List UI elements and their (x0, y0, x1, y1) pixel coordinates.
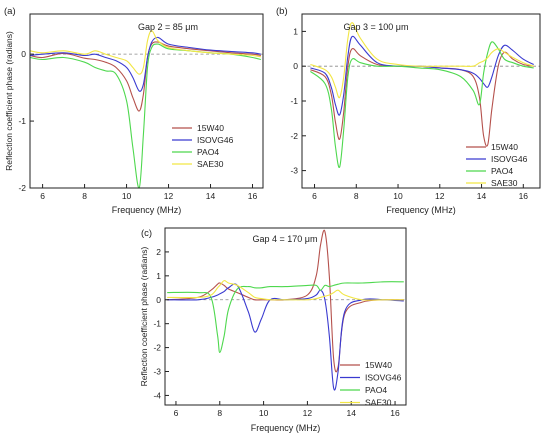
x-tick-label: 6 (40, 191, 45, 201)
series-line-pao4 (310, 41, 534, 168)
y-tick-label: 1 (156, 271, 161, 281)
series-line-isovg46 (167, 283, 404, 391)
y-tick-label: -1 (153, 319, 161, 329)
x-tick-label: 14 (206, 191, 216, 201)
legend-label: PAO4 (491, 166, 513, 176)
legend: 15W40 ISOVG46 PAO4 SAE30 (340, 360, 402, 408)
y-tick-label: -1 (18, 116, 26, 126)
legend-label: SAE30 (197, 159, 224, 169)
chart-panel-1: 6 8 10 12 14 16 -2 -1 0 (a) Gap 2 = 85 μm Frequency… (4, 6, 264, 215)
legend-label: SAE30 (365, 398, 392, 408)
panel-label: (b) (276, 6, 288, 17)
x-tick-label: 16 (248, 191, 258, 201)
plot-frame (29, 13, 264, 189)
x-tick-label: 10 (393, 191, 403, 201)
series-line-sae30 (29, 30, 261, 75)
legend-label: PAO4 (365, 385, 387, 395)
x-tick-label: 8 (354, 191, 359, 201)
legend-label: 15W40 (491, 142, 518, 152)
x-axis-label: Frequency (MHz) (386, 205, 456, 215)
x-tick-label: 12 (164, 191, 174, 201)
y-axis-label: Reflection coefficient phase (radians) (139, 246, 149, 386)
chart-title: Gap 4 = 170 μm (253, 234, 318, 244)
legend-label: ISOVG46 (365, 373, 402, 383)
x-tick-label: 12 (303, 408, 313, 418)
y-tick-label: -1 (290, 96, 298, 106)
chart-title: Gap 3 = 100 μm (344, 22, 409, 32)
series-line-pao4 (29, 43, 262, 189)
legend-label: PAO4 (197, 147, 219, 157)
x-axis-label: Frequency (MHz) (112, 205, 182, 215)
plot-frame (164, 227, 407, 406)
chart-panel-2: 6 8 10 12 14 16 -3 -2 -1 0 1 (b) Gap 3 = 100 μm Frequ… (276, 6, 541, 215)
legend-label: 15W40 (197, 123, 224, 133)
series-line-15w40 (29, 41, 261, 112)
legend-label: ISOVG46 (197, 135, 234, 145)
y-tick-label: -2 (290, 131, 298, 141)
y-tick-label: -4 (153, 390, 161, 400)
x-tick-label: 12 (435, 191, 445, 201)
x-tick-label: 8 (82, 191, 87, 201)
x-tick-label: 10 (122, 191, 132, 201)
panel-label: (a) (4, 6, 16, 17)
chart-title: Gap 2 = 85 μm (138, 22, 198, 32)
x-tick-label: 16 (519, 191, 529, 201)
y-tick-label: 1 (293, 26, 298, 36)
panel-label: (c) (141, 228, 152, 239)
y-tick-label: -2 (153, 343, 161, 353)
y-tick-label: -2 (18, 183, 26, 193)
legend: 15W40 ISOVG46 PAO4 SAE30 (466, 142, 528, 188)
x-tick-label: 16 (390, 408, 400, 418)
y-tick-label: 0 (156, 295, 161, 305)
y-tick-label: -3 (290, 166, 298, 176)
x-axis-label: Frequency (MHz) (251, 423, 321, 433)
series-line-pao4 (167, 281, 404, 353)
legend-label: SAE30 (491, 178, 518, 188)
y-tick-label: 0 (293, 61, 298, 71)
series-line-sae30 (167, 280, 404, 301)
series-line-isovg46 (29, 36, 262, 92)
y-tick-label: -3 (153, 367, 161, 377)
x-tick-label: 14 (346, 408, 356, 418)
x-tick-label: 6 (174, 408, 179, 418)
y-tick-label: 2 (156, 247, 161, 257)
legend-label: 15W40 (365, 360, 392, 370)
legend: 15W40 ISOVG46 PAO4 SAE30 (172, 123, 234, 169)
series-line-isovg46 (310, 35, 534, 116)
y-axis-label: Reflection coefficient phase (radians) (4, 31, 14, 171)
legend-label: ISOVG46 (491, 154, 528, 164)
x-tick-label: 10 (259, 408, 269, 418)
x-tick-label: 6 (312, 191, 317, 201)
series-line-sae30 (310, 22, 534, 99)
x-tick-label: 14 (477, 191, 487, 201)
x-tick-label: 8 (217, 408, 222, 418)
series-line-15w40 (167, 229, 404, 373)
y-tick-label: 0 (21, 49, 26, 59)
